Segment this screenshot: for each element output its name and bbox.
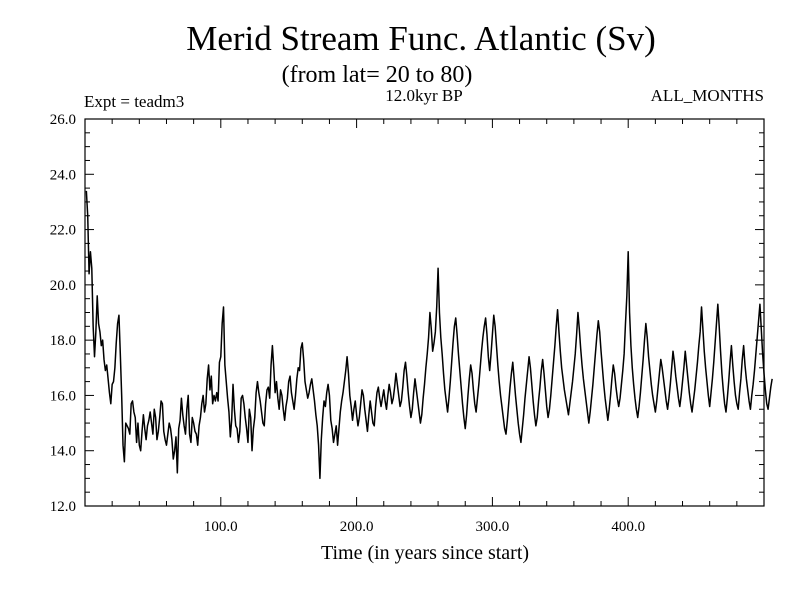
x-tick-label: 400.0 xyxy=(611,519,645,535)
annotation-period: 12.0kyr BP xyxy=(385,86,462,105)
y-tick-label: 18.0 xyxy=(50,333,76,349)
y-axis-tick-labels: 12.0 14.0 16.0 18.0 20.0 22.0 24.0 26.0 xyxy=(50,112,76,515)
x-tick-label: 200.0 xyxy=(340,519,374,535)
y-tick-label: 24.0 xyxy=(50,167,76,183)
y-tick-label: 16.0 xyxy=(50,388,76,404)
x-axis-ticks xyxy=(111,119,738,506)
chart-title: Merid Stream Func. Atlantic (Sv) xyxy=(186,19,656,58)
plot-frame xyxy=(84,118,765,507)
y-tick-label: 22.0 xyxy=(50,223,76,239)
annotation-months: ALL_MONTHS xyxy=(651,86,764,105)
y-tick-label: 20.0 xyxy=(50,278,76,294)
x-tick-label: 300.0 xyxy=(476,519,510,535)
chart-subtitle: (from lat= 20 to 80) xyxy=(282,62,473,88)
x-tick-label: 100.0 xyxy=(204,519,238,535)
series-line xyxy=(85,190,773,480)
annotation-experiment: Expt = teadm3 xyxy=(84,92,184,111)
y-axis-ticks xyxy=(85,132,764,493)
y-tick-label: 12.0 xyxy=(50,499,76,515)
y-tick-label: 26.0 xyxy=(50,112,76,128)
x-axis-label: Time (in years since start) xyxy=(321,542,529,564)
x-axis-tick-labels: 100.0 200.0 300.0 400.0 xyxy=(204,519,645,535)
y-tick-label: 14.0 xyxy=(50,444,76,460)
